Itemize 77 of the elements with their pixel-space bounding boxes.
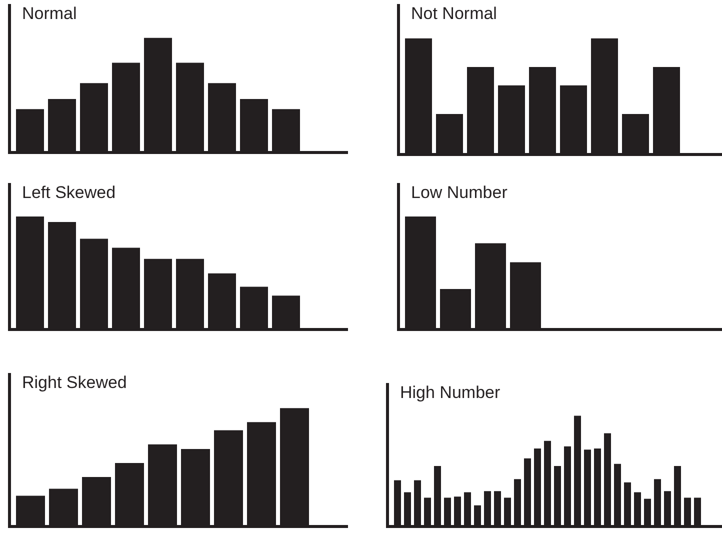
bar (49, 488, 78, 525)
bar (48, 222, 76, 328)
bar (272, 296, 300, 328)
chart-title: Not Normal (411, 4, 497, 24)
bar (404, 492, 411, 525)
bar (454, 496, 461, 525)
bar (510, 262, 541, 328)
bar (414, 480, 421, 525)
bar (394, 480, 401, 525)
bar (604, 433, 611, 525)
bar (440, 288, 471, 328)
bar (654, 479, 661, 525)
bar (16, 216, 44, 328)
bar (240, 286, 268, 328)
bar (614, 464, 621, 525)
bar (464, 492, 471, 525)
bar (272, 109, 300, 151)
bar (584, 450, 591, 525)
bar (144, 38, 172, 151)
bar (247, 422, 276, 525)
bar (474, 505, 481, 525)
bar (554, 466, 561, 525)
bar (624, 482, 631, 525)
bar (112, 62, 140, 151)
bar (176, 62, 204, 151)
bar (80, 83, 108, 151)
bar (148, 444, 177, 525)
bar (208, 273, 236, 328)
chart-title: Normal (22, 4, 77, 24)
bar (498, 85, 525, 153)
bar (494, 491, 501, 525)
bar (653, 67, 680, 153)
bar (504, 498, 511, 525)
chart-title: Left Skewed (22, 183, 116, 203)
bar (434, 466, 441, 525)
bar (529, 67, 556, 153)
bar (534, 448, 541, 525)
chart-title: Low Number (411, 183, 508, 203)
bar (240, 98, 268, 151)
bar (405, 38, 432, 153)
bar (405, 216, 436, 328)
bar (176, 258, 204, 328)
bar (181, 449, 210, 525)
bar (16, 109, 44, 151)
bar (634, 492, 641, 525)
bar (644, 498, 651, 525)
bar (467, 67, 494, 153)
bar (664, 491, 671, 525)
bar (594, 448, 601, 525)
bar (544, 440, 551, 525)
bar (444, 498, 451, 525)
bar (684, 498, 691, 525)
bar (622, 114, 649, 153)
bar (564, 446, 571, 525)
bar (82, 477, 111, 525)
bar (524, 458, 531, 525)
bar (591, 38, 618, 153)
bar (436, 114, 463, 153)
bar (112, 248, 140, 328)
bar (560, 85, 587, 153)
bar (208, 83, 236, 151)
bar (280, 408, 309, 525)
chart-title: High Number (400, 383, 500, 403)
chart-title: Right Skewed (22, 373, 127, 393)
bar (80, 238, 108, 328)
bar (115, 463, 144, 525)
bar (694, 498, 701, 525)
bar (514, 479, 521, 525)
bar (16, 496, 45, 525)
bar (144, 258, 172, 328)
bar (48, 98, 76, 151)
bar (484, 491, 491, 525)
bar (674, 466, 681, 525)
bar (574, 416, 581, 525)
bar (475, 243, 506, 328)
bar (214, 430, 243, 525)
bar (424, 498, 431, 525)
